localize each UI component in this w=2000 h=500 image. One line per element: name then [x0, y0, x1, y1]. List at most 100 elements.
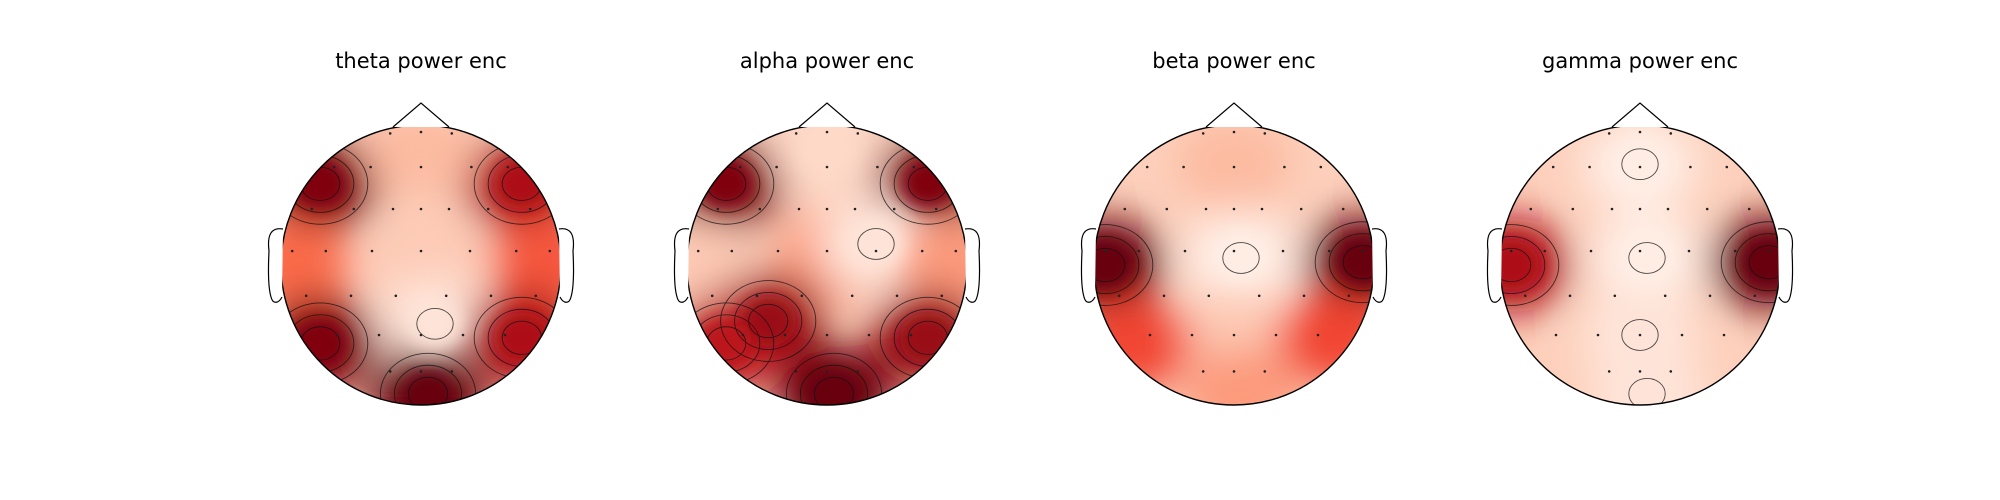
- sensor-dot: [853, 207, 857, 211]
- contour: [1720, 221, 1780, 304]
- sensor-dot: [1281, 249, 1285, 253]
- sensor-dot: [1708, 294, 1712, 298]
- sensor-dot: [1571, 207, 1575, 211]
- panel-title: beta power enc: [1152, 49, 1315, 73]
- sensor-dot: [468, 249, 472, 253]
- sensor-dot: [867, 333, 871, 337]
- sensor-dot: [324, 249, 328, 253]
- contour: [1342, 245, 1374, 280]
- sensor-dot: [1148, 333, 1152, 337]
- sensor-dot: [1529, 207, 1533, 211]
- sensor-dot: [825, 130, 829, 134]
- sensor-dot: [1263, 370, 1267, 373]
- region-core-central: [1619, 232, 1675, 284]
- sensor-dot: [1117, 294, 1121, 298]
- sensor-dot: [349, 294, 353, 298]
- contour: [1500, 224, 1560, 306]
- sensor-dot: [419, 165, 423, 169]
- sensor-dot: [1638, 207, 1642, 211]
- left-ear-outline: [1080, 228, 1097, 303]
- sensor-dot: [825, 333, 829, 337]
- region-lower-left: [1094, 295, 1192, 391]
- sensor-dot: [1145, 165, 1149, 169]
- heatmap-field: [687, 125, 967, 405]
- sensor-dot: [369, 165, 372, 169]
- sensor-dot: [825, 165, 829, 169]
- sensor-dot: [1316, 333, 1320, 337]
- sensor-dot: [825, 370, 829, 373]
- sensor-dot: [1232, 207, 1236, 211]
- panel-title: theta power enc: [335, 49, 507, 73]
- sensor-dot: [419, 249, 423, 253]
- sensor-dot: [1283, 165, 1286, 169]
- sensor-dot: [1705, 207, 1709, 211]
- sensor-dot: [470, 165, 473, 169]
- sensor-dot: [1183, 249, 1187, 253]
- sensor-dot: [1663, 294, 1667, 298]
- topomap-panel: alpha power enc: [673, 49, 981, 406]
- sensor-dot: [1722, 333, 1726, 337]
- sensor-dot: [1638, 130, 1642, 134]
- sensor-dot: [1260, 207, 1264, 211]
- right-ear-outline: [1777, 228, 1794, 303]
- sensor-dot: [730, 249, 734, 253]
- sensor-dot: [1747, 207, 1751, 211]
- sensor-dot: [1543, 249, 1547, 253]
- sensor-dot: [716, 207, 720, 211]
- region-core-right-temporal: [1334, 237, 1374, 288]
- region-core-occipital: [400, 368, 456, 405]
- contour: [1628, 377, 1666, 405]
- right-ear-outline: [964, 228, 981, 303]
- sensor-dot: [1103, 249, 1107, 253]
- sensor-dot: [856, 370, 860, 373]
- contour: [1314, 221, 1374, 304]
- sensor-dot: [1607, 132, 1611, 135]
- nose-outline: [1611, 102, 1669, 128]
- topomap-panels: theta power enc alpha power enc beta power…: [267, 49, 1794, 406]
- contour: [857, 228, 895, 260]
- region-core-left-temporal: [1094, 239, 1134, 291]
- sensor-dot: [503, 333, 507, 337]
- sensor-dot: [1232, 249, 1236, 253]
- sensor-dot: [1137, 249, 1141, 253]
- sensor-dot: [352, 207, 356, 211]
- sensor-dot: [1274, 333, 1278, 337]
- sensor-dot: [1207, 294, 1211, 298]
- right-ear-outline: [558, 228, 575, 303]
- sensor-dot: [1263, 132, 1267, 135]
- heatmap-field: [1094, 125, 1374, 405]
- contour: [1094, 235, 1140, 295]
- sensor-dot: [1554, 333, 1558, 337]
- sensor-dot: [394, 294, 398, 298]
- contour: [1500, 247, 1532, 283]
- nose-outline: [392, 102, 450, 128]
- region-core-centro-parietal: [407, 298, 463, 349]
- sensor-dot: [1753, 294, 1757, 298]
- sensor-dot: [1613, 294, 1617, 298]
- contour: [1094, 247, 1126, 283]
- sensor-dot: [1201, 132, 1205, 135]
- sensor-dot: [850, 294, 854, 298]
- sensor-dot: [1666, 207, 1670, 211]
- sensor-dot: [1638, 165, 1642, 169]
- sensor-dot: [1232, 370, 1236, 373]
- region-core-occipital: [1619, 368, 1675, 405]
- sensor-dot: [794, 370, 798, 373]
- sensor-dot: [370, 249, 374, 253]
- sensor-dot: [1201, 370, 1205, 373]
- sensor-dot: [1347, 294, 1351, 298]
- sensor-dot: [895, 294, 899, 298]
- sensor-markers: [1103, 130, 1365, 373]
- contour-lines: [1500, 148, 1780, 405]
- heatmap-field: [1500, 125, 1780, 405]
- sensor-dot: [419, 130, 423, 134]
- sensor-dot: [825, 249, 829, 253]
- sensor-dot: [388, 132, 392, 135]
- sensor-dot: [419, 370, 423, 373]
- sensor-dot: [1327, 249, 1331, 253]
- sensor-dot: [1589, 249, 1593, 253]
- sensor-dot: [1232, 333, 1236, 337]
- contour: [407, 376, 449, 405]
- region-core-occipital: [806, 368, 862, 405]
- sensor-dot: [486, 207, 490, 211]
